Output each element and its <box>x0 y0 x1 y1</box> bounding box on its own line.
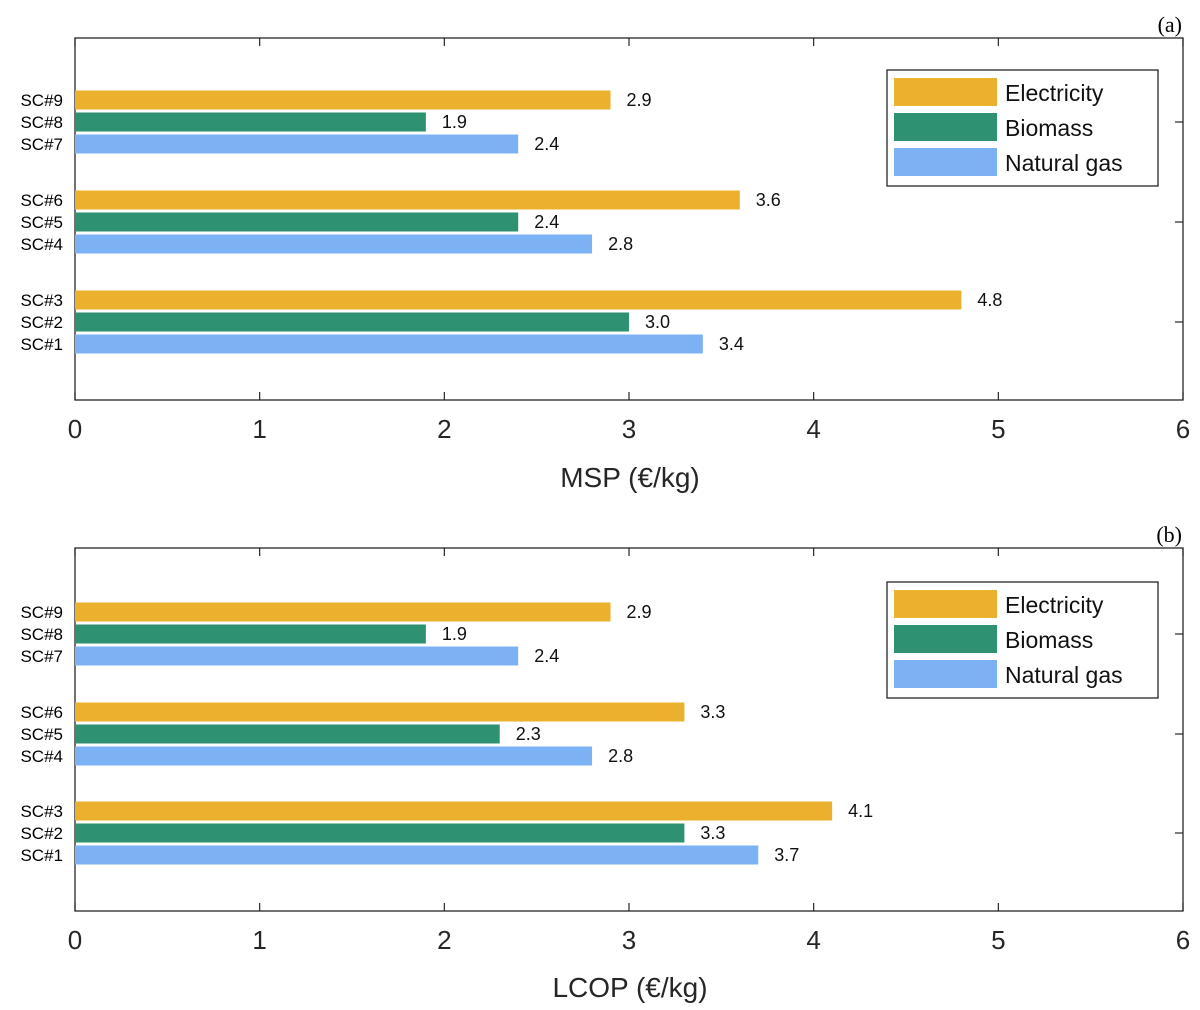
category-label: SC#3 <box>20 802 63 821</box>
value-label: 2.4 <box>534 646 559 666</box>
category-label: SC#8 <box>20 625 63 644</box>
panel-label-a: (a) <box>1158 12 1182 37</box>
category-label: SC#4 <box>20 747 63 766</box>
x-tick-label: 2 <box>437 414 451 444</box>
x-tick-label: 0 <box>68 414 82 444</box>
chart-msp: (a) MSP (€/kg) 0 1 2 3 4 5 6 SC#1 3.4 SC#2 3.0 SC#3… <box>20 12 1190 493</box>
x-tick-label: 3 <box>622 925 636 955</box>
category-label: SC#9 <box>20 91 63 110</box>
bar-sc-2-biomass <box>75 823 685 843</box>
x-tick-label: 4 <box>806 414 820 444</box>
bar-sc-6-electricity <box>75 702 685 722</box>
value-label: 2.4 <box>534 134 559 154</box>
x-tick-label: 5 <box>991 414 1005 444</box>
category-label: SC#2 <box>20 313 63 332</box>
category-label: SC#7 <box>20 647 63 666</box>
x-tick-label: 6 <box>1176 414 1190 444</box>
category-label: SC#1 <box>20 846 63 865</box>
value-label: 4.8 <box>977 290 1002 310</box>
category-label: SC#7 <box>20 135 63 154</box>
legend-label-electricity: Electricity <box>1005 592 1104 618</box>
legend-label-biomass: Biomass <box>1005 627 1093 653</box>
bar-sc-2-biomass <box>75 312 629 332</box>
value-label: 3.0 <box>645 312 670 332</box>
bar-sc-9-electricity <box>75 90 611 110</box>
x-tick-label: 3 <box>622 414 636 444</box>
x-tick-label: 2 <box>437 925 451 955</box>
legend-swatch-biomass <box>894 625 997 653</box>
x-axis-label-msp: MSP (€/kg) <box>560 462 700 493</box>
bar-sc-4-natural-gas <box>75 234 593 254</box>
value-label: 1.9 <box>442 624 467 644</box>
legend-label-natural-gas: Natural gas <box>1005 662 1123 688</box>
bar-sc-7-natural-gas <box>75 646 519 666</box>
legend-swatch-biomass <box>894 113 997 141</box>
value-label: 2.8 <box>608 746 633 766</box>
category-label: SC#4 <box>20 235 63 254</box>
bar-sc-5-biomass <box>75 212 519 232</box>
value-label: 4.1 <box>848 801 873 821</box>
bar-sc-1-natural-gas <box>75 334 703 354</box>
x-axis-label-lcop: LCOP (€/kg) <box>552 972 707 1003</box>
x-tick-label: 1 <box>252 414 266 444</box>
value-label: 3.3 <box>700 823 725 843</box>
bar-sc-7-natural-gas <box>75 134 519 154</box>
legend-msp: Electricity Biomass Natural gas <box>886 69 1159 187</box>
category-label: SC#8 <box>20 113 63 132</box>
legend-swatch-natural-gas <box>894 660 997 688</box>
legend-label-biomass: Biomass <box>1005 115 1093 141</box>
bar-sc-9-electricity <box>75 602 611 622</box>
category-label: SC#3 <box>20 291 63 310</box>
value-label: 2.9 <box>627 602 652 622</box>
legend-swatch-electricity <box>894 590 997 618</box>
value-label: 3.3 <box>700 702 725 722</box>
legend-lcop: Electricity Biomass Natural gas <box>886 581 1159 699</box>
category-label: SC#6 <box>20 191 63 210</box>
x-tick-label: 6 <box>1176 925 1190 955</box>
value-label: 3.6 <box>756 190 781 210</box>
x-tick-label: 1 <box>252 925 266 955</box>
value-label: 2.4 <box>534 212 559 232</box>
value-label: 2.9 <box>627 90 652 110</box>
category-label: SC#1 <box>20 335 63 354</box>
value-label: 3.7 <box>774 845 799 865</box>
legend-label-electricity: Electricity <box>1005 80 1104 106</box>
x-tick-label: 4 <box>806 925 820 955</box>
x-tick-label: 0 <box>68 925 82 955</box>
legend-swatch-electricity <box>894 78 997 106</box>
value-label: 3.4 <box>719 334 744 354</box>
value-label: 1.9 <box>442 112 467 132</box>
bar-sc-8-biomass <box>75 624 426 644</box>
category-label: SC#5 <box>20 213 63 232</box>
value-label: 2.3 <box>516 724 541 744</box>
bar-sc-4-natural-gas <box>75 746 593 766</box>
category-label: SC#9 <box>20 603 63 622</box>
bar-sc-3-electricity <box>75 290 962 310</box>
category-label: SC#5 <box>20 725 63 744</box>
chart-lcop: (b) LCOP (€/kg) 0 1 2 3 4 5 6 SC#1 3.7 SC#2 3.3 SC#… <box>20 522 1190 1003</box>
legend-label-natural-gas: Natural gas <box>1005 150 1123 176</box>
category-label: SC#6 <box>20 703 63 722</box>
bar-sc-6-electricity <box>75 190 740 210</box>
legend-swatch-natural-gas <box>894 148 997 176</box>
bar-sc-3-electricity <box>75 801 833 821</box>
bar-sc-5-biomass <box>75 724 500 744</box>
bar-sc-1-natural-gas <box>75 845 759 865</box>
x-tick-label: 5 <box>991 925 1005 955</box>
panel-label-b: (b) <box>1156 522 1182 547</box>
value-label: 2.8 <box>608 234 633 254</box>
category-label: SC#2 <box>20 824 63 843</box>
bar-sc-8-biomass <box>75 112 426 132</box>
